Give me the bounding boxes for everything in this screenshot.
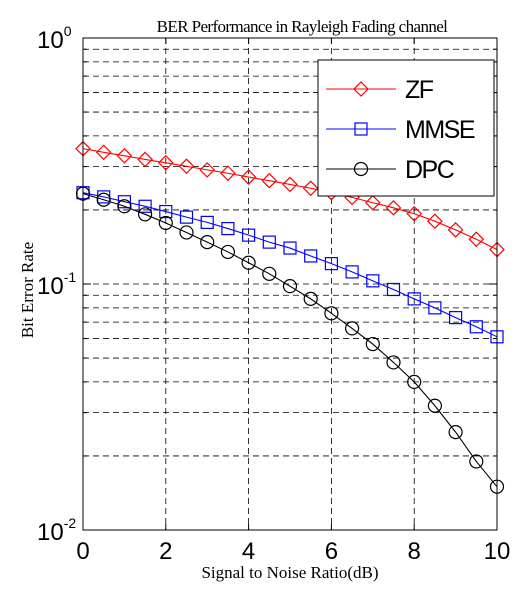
marker-circle	[386, 355, 401, 370]
marker-square	[345, 265, 359, 279]
series-line	[82, 192, 498, 338]
marker-circle	[448, 425, 463, 440]
y-axis-label: Bit Error Rate	[18, 242, 37, 338]
marker-circle	[345, 321, 360, 336]
marker-circle	[365, 336, 380, 352]
series-layer	[75, 140, 505, 494]
marker-diamond	[282, 176, 298, 193]
marker-circle	[262, 266, 277, 281]
marker-diamond	[157, 154, 174, 171]
marker-diamond	[116, 147, 133, 164]
marker-circle	[117, 199, 132, 214]
x-axis-label: Signal to Noise Ratio(dB)	[201, 563, 378, 582]
legend-label: ZF	[405, 76, 434, 104]
series-line	[82, 193, 498, 488]
marker-circle	[427, 398, 442, 413]
marker-square	[324, 257, 338, 271]
marker-circle	[282, 279, 298, 294]
marker-circle	[324, 306, 339, 321]
marker-square	[117, 195, 132, 209]
marker-square	[449, 311, 463, 325]
marker-diamond	[468, 231, 485, 248]
x-tick-label: 0	[76, 538, 89, 565]
marker-square	[366, 274, 380, 288]
x-tick-label: 2	[159, 538, 172, 565]
series-mmse	[76, 186, 504, 344]
marker-circle	[353, 161, 369, 177]
y-tick-label: 10-2	[37, 515, 76, 546]
marker-diamond	[364, 194, 381, 211]
marker-circle	[138, 207, 153, 222]
marker-square	[469, 320, 483, 334]
marker-circle	[96, 192, 111, 207]
marker-square	[159, 204, 173, 219]
legend-label: MMSE	[405, 116, 475, 144]
marker-diamond	[240, 169, 257, 185]
y-tick-label: 10-1	[37, 269, 76, 300]
marker-square	[179, 210, 194, 224]
marker-circle	[200, 235, 215, 250]
marker-square	[221, 221, 235, 236]
legend-box	[317, 59, 495, 197]
marker-circle	[158, 215, 173, 231]
marker-diamond	[137, 151, 153, 168]
marker-diamond	[95, 144, 112, 161]
marker-diamond	[261, 172, 278, 189]
marker-diamond	[427, 213, 443, 230]
marker-diamond	[353, 81, 369, 97]
marker-diamond	[302, 180, 319, 197]
marker-square	[304, 249, 318, 263]
marker-square	[262, 235, 276, 249]
marker-square	[138, 199, 152, 213]
series-dpc	[75, 186, 505, 494]
legend: ZF MMSE DPC	[317, 59, 495, 197]
marker-circle	[469, 454, 484, 469]
legend-item-dpc: DPC	[326, 156, 456, 184]
marker-square	[283, 241, 297, 255]
marker-diamond	[447, 222, 464, 238]
marker-square	[407, 292, 421, 306]
marker-diamond	[199, 162, 216, 178]
chart-title: BER Performance in Rayleigh Fading chann…	[157, 17, 449, 36]
legend-item-zf: ZF	[326, 76, 435, 104]
y-tick-label: 100	[37, 23, 72, 54]
marker-circle	[220, 244, 235, 260]
marker-circle	[241, 255, 256, 270]
marker-square	[386, 282, 401, 297]
marker-square	[200, 215, 214, 229]
marker-square	[354, 122, 368, 136]
marker-square	[428, 301, 442, 315]
x-tick-label: 6	[325, 538, 338, 565]
marker-diamond	[406, 205, 423, 222]
legend-label: DPC	[405, 156, 455, 184]
x-tick-label: 10	[484, 538, 511, 565]
series-zf	[75, 140, 505, 258]
marker-square	[242, 228, 256, 242]
axis-ticks: 0 2 4 6 8 10 100 10-1 10-2	[37, 23, 510, 565]
marker-circle	[407, 374, 422, 389]
legend-item-mmse: MMSE	[326, 116, 476, 144]
x-tick-label: 8	[408, 538, 421, 565]
series-line	[82, 148, 498, 251]
marker-diamond	[178, 158, 195, 175]
x-tick-label: 4	[242, 538, 255, 565]
marker-circle	[303, 291, 318, 306]
marker-diamond	[220, 165, 236, 182]
marker-diamond	[385, 199, 402, 216]
marker-circle	[179, 225, 194, 240]
